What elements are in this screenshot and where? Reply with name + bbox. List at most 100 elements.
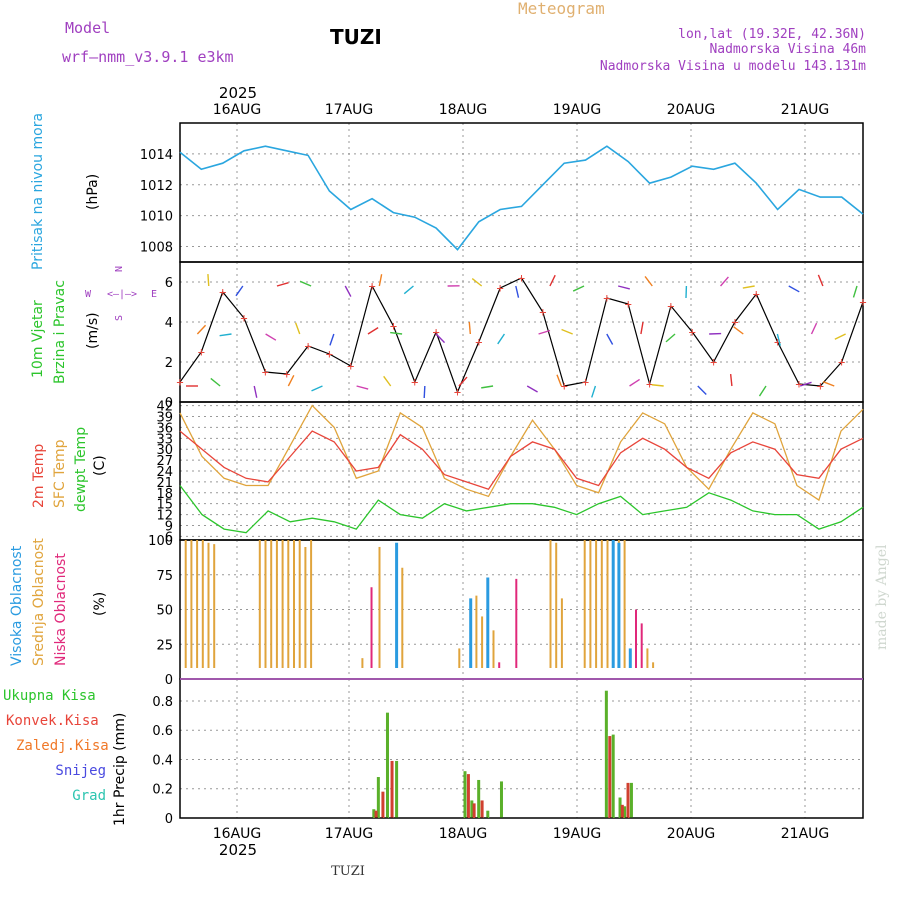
ytick-1-3: 6 (165, 276, 173, 291)
xtick-bottom-1: 17AUG (325, 826, 374, 842)
wind-unit: (m/s) (85, 312, 101, 349)
precip-bar-ukupna-11 (618, 797, 622, 818)
wind-arrow-15 (356, 385, 369, 390)
wind-marker-5: + (283, 367, 290, 381)
ytick-3-3: 75 (156, 569, 173, 584)
wind-marker-11: + (411, 375, 418, 389)
ytick-2-5: 21 (156, 476, 173, 491)
model-elevation-text: Nadmorska Visina u modelu 143.131m (600, 59, 866, 74)
wind-arrow-22 (435, 333, 446, 344)
wind-arrow-57 (822, 381, 835, 387)
wind-arrow-45 (697, 385, 707, 395)
ytick-1-2: 4 (165, 316, 173, 331)
ytick-2-9: 33 (156, 432, 173, 447)
wind-marker-14: + (475, 335, 482, 349)
wind-marker-28: + (774, 335, 781, 349)
wind-arrow-30 (526, 385, 538, 393)
wind-arrow-17 (378, 274, 383, 287)
wind-marker-3: + (240, 311, 247, 325)
ytick-2-3: 15 (156, 498, 173, 513)
ytick-3-1: 25 (156, 638, 173, 653)
ytick-0-1: 1010 (140, 210, 173, 225)
wind-arrow-49 (733, 326, 744, 335)
svg-text:W: W (85, 289, 92, 300)
ytick-4-1: 0.2 (152, 783, 173, 798)
ytick-4-2: 0.4 (152, 753, 173, 768)
wind-arrow-43 (665, 333, 676, 343)
precip-bar-konvek-7 (620, 804, 624, 818)
precip-bar-ukupna-6 (477, 779, 481, 818)
wind-marker-19: + (582, 375, 589, 389)
wind-arrow-18 (383, 375, 392, 387)
wind-title: 10m Vjetar Brzina i Pravac (30, 280, 68, 384)
xtick-top-5: 21AUG (781, 102, 830, 118)
wind-arrow-32 (549, 274, 556, 287)
precip-bar-konvek-1 (381, 791, 385, 818)
wind-marker-23: + (667, 299, 674, 313)
wind-marker-24: + (689, 325, 696, 339)
xtick-bottom-2: 18AUG (439, 826, 488, 842)
temp-unit: (C) (92, 455, 108, 476)
wind-arrow-28 (497, 333, 506, 345)
meteogram-title: Meteogram (518, 0, 605, 18)
xtick-top-0: 16AUG (213, 102, 262, 118)
wind-arrow-33 (556, 374, 562, 387)
wind-marker-30: + (817, 379, 824, 393)
pressure-unit: (hPa) (85, 174, 101, 210)
wind-marker-2: + (219, 285, 226, 299)
wind-arrow-16 (367, 327, 379, 335)
legend-grad: Grad (72, 788, 106, 804)
wind-marker-17: + (539, 305, 546, 319)
ytick-0-2: 1012 (140, 179, 173, 194)
high-cloud-label: Visoka Oblacnost (9, 545, 25, 666)
wind-arrow-52 (776, 333, 781, 346)
wind-marker-12: + (433, 325, 440, 339)
svg-text:<–|–>: <–|–> (107, 289, 137, 300)
wind-arrow-47 (719, 276, 729, 287)
wind-marker-18: + (561, 379, 568, 393)
footer-station: TUZI (331, 864, 365, 879)
ytick-2-7: 27 (156, 454, 173, 469)
wind-arrow-48 (729, 373, 733, 387)
ytick-4-3: 0.6 (152, 724, 173, 739)
model-label: Model (65, 19, 110, 37)
wind-marker-0: + (176, 375, 183, 389)
coords-text: lon,lat (19.32E, 42.36N) (678, 27, 866, 42)
precip-unit: 1hr Precip (mm) (112, 713, 128, 826)
temp2m-line (179, 430, 864, 490)
xtick-bottom-5: 21AUG (781, 826, 830, 842)
wind-arrow-4 (219, 333, 232, 337)
svg-text:10m Vjetar: 10m Vjetar (30, 300, 46, 378)
precip-bar-konvek-3 (466, 774, 470, 818)
precip-bar-konvek-4 (472, 803, 476, 818)
ytick-2-12: 42 (156, 400, 173, 415)
low-cloud-label: Niska Oblacnost (53, 553, 69, 666)
precip-bar-konvek-8 (626, 782, 630, 818)
wind-arrow-10 (294, 322, 301, 335)
ytick-0-3: 1014 (140, 148, 173, 163)
wind-marker-31: + (838, 355, 845, 369)
wind-marker-15: + (497, 281, 504, 295)
wind-arrow-11 (299, 280, 312, 287)
ytick-2-11: 39 (156, 411, 173, 426)
wind-arrow-27 (481, 385, 494, 389)
precip-bar-ukupna-7 (486, 810, 490, 818)
precip-bar-ukupna-2 (385, 712, 389, 818)
cloud-unit: (%) (92, 592, 108, 616)
ytick-1-0: 0 (165, 396, 173, 411)
wind-marker-8: + (347, 359, 354, 373)
wind-marker-21: + (625, 297, 632, 311)
precip-bar-ukupna-10 (611, 734, 615, 818)
wind-speed-line (179, 277, 864, 394)
wind-arrow-24 (458, 376, 468, 387)
svg-text:N: N (114, 266, 125, 272)
precip-bar-ukupna-9 (604, 690, 608, 818)
xtick-bottom-0: 16AUG (213, 826, 262, 842)
wind-marker-25: + (710, 355, 717, 369)
wind-marker-1: + (198, 345, 205, 359)
wind-arrow-34 (561, 328, 573, 335)
precip-bar-konvek-5 (480, 800, 484, 818)
wind-marker-16: + (518, 271, 525, 285)
wind-arrow-7 (265, 333, 277, 341)
